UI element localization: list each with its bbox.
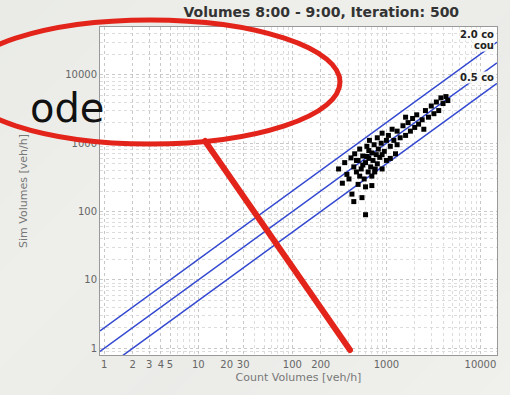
- svg-text:2.0 co: 2.0 co: [460, 29, 494, 40]
- svg-text:200: 200: [311, 359, 330, 370]
- svg-text:100: 100: [78, 206, 97, 217]
- svg-text:10000: 10000: [65, 69, 97, 80]
- svg-text:10: 10: [192, 359, 205, 370]
- svg-text:5: 5: [167, 359, 173, 370]
- svg-text:0.5 co: 0.5 co: [460, 72, 494, 83]
- svg-text:Count Volumes [veh/h]: Count Volumes [veh/h]: [236, 371, 362, 384]
- svg-text:10000: 10000: [465, 359, 497, 370]
- svg-text:3: 3: [146, 359, 152, 370]
- svg-text:cou: cou: [474, 40, 494, 51]
- svg-text:30: 30: [237, 359, 250, 370]
- svg-text:ode: ode: [30, 85, 104, 131]
- svg-text:100: 100: [283, 359, 302, 370]
- svg-text:1: 1: [101, 359, 107, 370]
- svg-text:1: 1: [91, 343, 97, 354]
- svg-text:1000: 1000: [374, 359, 399, 370]
- svg-text:Sim Volumes [veh/h]: Sim Volumes [veh/h]: [17, 134, 30, 248]
- svg-text:2: 2: [129, 359, 135, 370]
- svg-text:10: 10: [84, 274, 97, 285]
- svg-text:20: 20: [220, 359, 233, 370]
- svg-text:Volumes 8:00 - 9:00, Iteration: Volumes 8:00 - 9:00, Iteration: 500: [183, 4, 459, 20]
- svg-text:4: 4: [158, 359, 164, 370]
- svg-text:1000: 1000: [72, 138, 97, 149]
